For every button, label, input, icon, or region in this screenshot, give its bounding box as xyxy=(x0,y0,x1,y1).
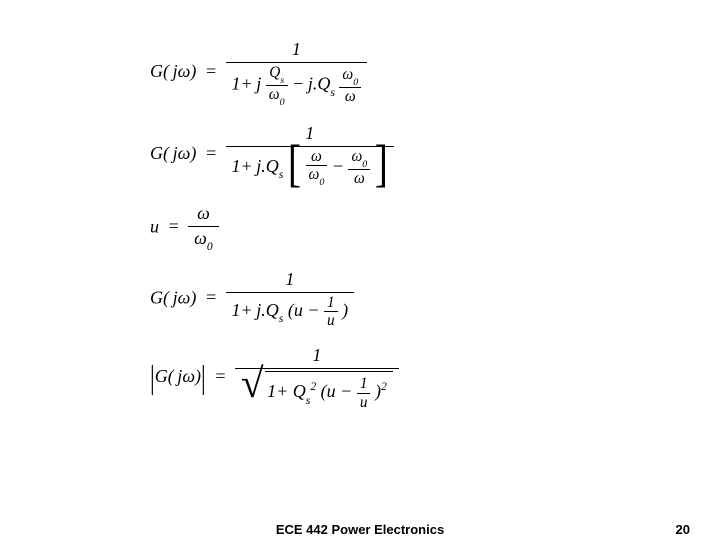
equations-block: G( jω) = 1 1+ j Qsω0 − j.Qs ω0ω G( jω) =… xyxy=(150,40,570,428)
equation-1: G( jω) = 1 1+ j Qsω0 − j.Qs ω0ω xyxy=(150,40,570,106)
equation-5: |G( jω)| = 1 √ 1+ Qs2 (u − 1u )2 xyxy=(150,346,570,409)
equation-4: G( jω) = 1 1+ j.Qs (u − 1u ) xyxy=(150,270,570,328)
page-number: 20 xyxy=(676,522,690,537)
equation-2: G( jω) = 1 1+ j.Qs [ ωω0 − ω0ω ] xyxy=(150,124,570,186)
footer-title: ECE 442 Power Electronics xyxy=(276,522,444,537)
slide: G( jω) = 1 1+ j Qsω0 − j.Qs ω0ω G( jω) =… xyxy=(0,0,720,540)
equation-3: u = ω ω0 xyxy=(150,204,570,252)
